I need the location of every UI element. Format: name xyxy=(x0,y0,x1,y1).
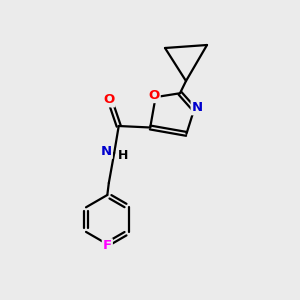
Text: H: H xyxy=(117,149,128,162)
Text: O: O xyxy=(103,93,114,106)
Text: F: F xyxy=(103,239,112,252)
Text: N: N xyxy=(192,101,203,114)
Text: O: O xyxy=(148,89,160,102)
Text: N: N xyxy=(101,145,112,158)
